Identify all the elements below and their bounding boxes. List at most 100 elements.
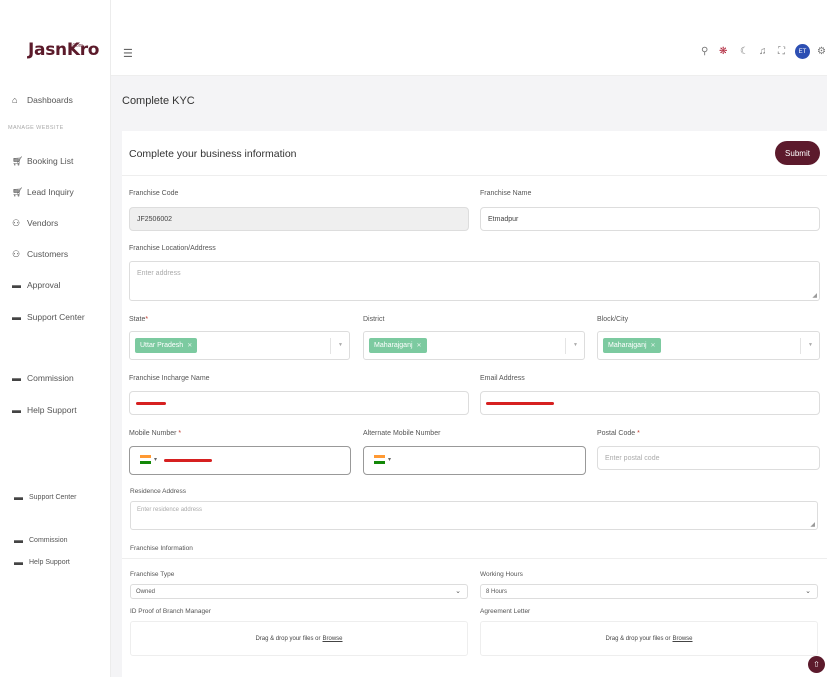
resize-handle-icon[interactable]: ◢ — [810, 522, 815, 528]
topbar: ☰ ⚲ ❋ ☾ ♫ ⛶ ET ⚙ — [111, 0, 827, 76]
settings-gear-icon[interactable]: ⚙ — [817, 46, 826, 57]
alt-mobile-label: Alternate Mobile Number — [363, 430, 441, 437]
sidebar-item-help-support-2[interactable]: ▬ Help Support — [14, 558, 70, 567]
incharge-name-input[interactable] — [129, 391, 469, 415]
card-header: Complete your business information Submi… — [122, 131, 827, 176]
state-select[interactable]: Uttar Pradesh ✕ ▼ — [129, 331, 350, 360]
sidebar-item-label: Support Center — [29, 494, 77, 501]
district-label: District — [363, 316, 385, 323]
email-label: Email Address — [480, 375, 525, 382]
folder-icon: ▬ — [14, 535, 23, 545]
agreement-label: Agreement Letter — [480, 608, 531, 615]
postal-code-label: Postal Code * — [597, 430, 640, 437]
chevron-down-icon: ⌄ — [455, 588, 461, 595]
district-select[interactable]: Maharajganj ✕ ▼ — [363, 331, 585, 360]
search-icon[interactable]: ⚲ — [701, 46, 709, 57]
block-chip-label: Maharajganj — [608, 342, 647, 349]
required-marker: * — [178, 430, 182, 437]
sidebar-item-vendors[interactable]: ⚇ Vendors — [12, 218, 58, 228]
country-chevron-icon[interactable]: ▾ — [154, 457, 158, 463]
block-label: Block/City — [597, 316, 629, 323]
residence-textarea[interactable]: Enter residence address ◢ — [130, 501, 818, 530]
sidebar-item-help-support[interactable]: ▬ Help Support — [12, 405, 77, 415]
kyc-form-card: Complete your business information Submi… — [122, 131, 827, 677]
sidebar-item-label: Help Support — [29, 559, 70, 566]
page-title: Complete KYC — [122, 95, 195, 107]
submit-button[interactable]: Submit — [775, 141, 820, 165]
users-icon: ⚇ — [12, 217, 21, 228]
franchise-name-input[interactable]: Etmadpur — [480, 207, 820, 231]
language-flag-icon[interactable]: ❋ — [719, 46, 728, 57]
sidebar-item-booking-list[interactable]: 🛒︎ Booking List — [12, 156, 73, 166]
chip-remove-icon[interactable]: ✕ — [650, 343, 656, 349]
franchise-name-value: Etmadpur — [488, 215, 519, 223]
redaction-mark — [164, 459, 212, 462]
resize-handle-icon[interactable]: ◢ — [812, 293, 817, 299]
block-chip: Maharajganj ✕ — [603, 338, 661, 353]
notification-bell-icon[interactable]: ♫ — [759, 46, 767, 57]
state-chip-label: Uttar Pradesh — [140, 342, 184, 349]
alt-mobile-input[interactable]: ▾ — [363, 446, 586, 475]
scroll-to-top-button[interactable]: ⇧ — [808, 656, 825, 673]
chevron-down-icon[interactable]: ▼ — [338, 342, 343, 348]
sidebar-item-support-center[interactable]: ▬ Support Center — [12, 312, 85, 322]
country-chevron-icon[interactable]: ▾ — [388, 457, 392, 463]
postal-code-input[interactable]: Enter postal code — [597, 446, 820, 470]
section-divider — [122, 558, 827, 559]
agreement-dropzone[interactable]: Drag & drop your files or Browse — [480, 621, 818, 656]
sidebar-item-approval[interactable]: ▬ Approval — [12, 280, 61, 290]
india-flag-icon[interactable] — [374, 455, 385, 464]
browse-link[interactable]: Browse — [322, 635, 343, 642]
sidebar-item-customers[interactable]: ⚇ Customers — [12, 249, 68, 259]
franchise-code-input: JF2506002 — [129, 207, 469, 231]
sidebar-item-commission-2[interactable]: ▬ Commission — [14, 536, 68, 545]
working-hours-select[interactable]: 8 Hours ⌄ — [480, 584, 818, 599]
sidebar-item-lead-inquiry[interactable]: 🛒︎ Lead Inquiry — [12, 187, 74, 197]
chevron-down-icon[interactable]: ▼ — [808, 342, 813, 348]
menu-toggle-icon[interactable]: ☰ — [123, 48, 133, 60]
franchise-location-label: Franchise Location/Address — [129, 245, 216, 252]
browse-link[interactable]: Browse — [672, 635, 693, 642]
india-flag-icon[interactable] — [140, 455, 151, 464]
mobile-label: Mobile Number * — [129, 430, 181, 437]
email-input[interactable] — [480, 391, 820, 415]
sidebar-item-support-center-2[interactable]: ▬ Support Center — [14, 493, 76, 502]
franchise-type-select[interactable]: Owned ⌄ — [130, 584, 468, 599]
chip-remove-icon[interactable]: ✕ — [187, 343, 193, 349]
folder-icon: ▬ — [12, 372, 21, 383]
id-proof-label: ID Proof of Branch Manager — [130, 608, 211, 615]
dark-mode-icon[interactable]: ☾ — [740, 46, 749, 57]
cart-icon: 🛒︎ — [12, 186, 24, 197]
select-divider — [565, 338, 566, 354]
working-hours-value: 8 Hours — [486, 588, 508, 595]
id-proof-dropzone[interactable]: Drag & drop your files or Browse — [130, 621, 468, 656]
chevron-down-icon[interactable]: ▼ — [573, 342, 578, 348]
brand-suffix: .Com — [71, 43, 83, 49]
block-select[interactable]: Maharajganj ✕ ▼ — [597, 331, 820, 360]
franchise-type-label: Franchise Type — [130, 571, 175, 578]
sidebar-item-dashboards[interactable]: ⌂ Dashboards — [12, 95, 73, 105]
state-label: State* — [129, 316, 148, 323]
sidebar: JasnKro .Com ⌂ Dashboards MANAGE WEBSITE… — [0, 0, 111, 677]
franchise-type-value: Owned — [136, 588, 156, 595]
sidebar-item-label: Vendors — [27, 218, 59, 228]
mobile-label-text: Mobile Number — [129, 430, 177, 437]
brand-logo[interactable]: JasnKro — [28, 40, 100, 60]
franchise-location-textarea[interactable]: Enter address ◢ — [129, 261, 820, 301]
franchise-code-value: JF2506002 — [137, 215, 173, 223]
franchise-code-label: Franchise Code — [129, 190, 179, 197]
fullscreen-icon[interactable]: ⛶ — [778, 46, 785, 57]
folder-icon: ▬ — [14, 492, 23, 502]
folder-icon: ▬ — [12, 311, 21, 322]
redaction-mark — [136, 402, 166, 405]
sidebar-item-label: Commission — [29, 537, 68, 544]
sidebar-item-commission[interactable]: ▬ Commission — [12, 373, 74, 383]
franchise-name-label: Franchise Name — [480, 190, 532, 197]
chip-remove-icon[interactable]: ✕ — [416, 343, 422, 349]
mobile-input[interactable]: ▾ — [129, 446, 351, 475]
state-chip: Uttar Pradesh ✕ — [135, 338, 198, 353]
select-divider — [330, 338, 331, 354]
avatar[interactable]: ET — [795, 44, 810, 59]
required-marker: * — [145, 316, 149, 323]
dropzone-text: Drag & drop your files or — [255, 635, 321, 642]
